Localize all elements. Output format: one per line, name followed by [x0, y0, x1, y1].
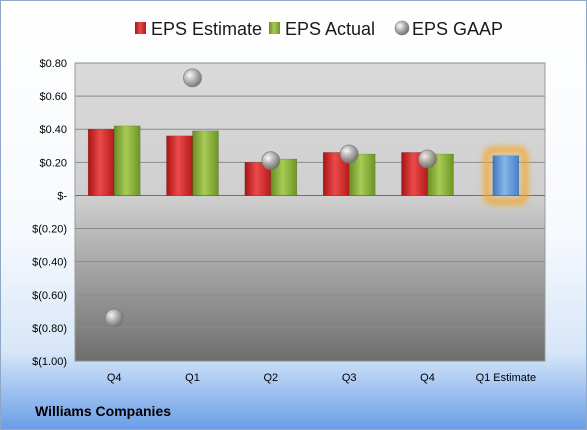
- estimate-bar: [166, 135, 193, 196]
- actual-bar: [192, 130, 219, 196]
- chart-legend: EPS Estimate EPS Actual EPS GAAP: [135, 19, 503, 39]
- x-tick-label: Q4: [107, 372, 122, 384]
- x-tick-label: Q3: [342, 372, 357, 384]
- y-tick-label: $(0.60): [32, 290, 67, 302]
- estimate-bar: [87, 128, 115, 196]
- legend-swatch: [394, 20, 410, 36]
- x-tick-label: Q4: [420, 372, 435, 384]
- y-tick-label: $0.20: [39, 157, 67, 169]
- gaap-point: [261, 151, 281, 171]
- gridlines: [75, 62, 545, 362]
- actual-bar: [113, 125, 141, 196]
- y-tick-label: $(1.00): [32, 356, 67, 368]
- gaap-point: [339, 144, 359, 164]
- gaap-points: [104, 68, 437, 328]
- x-tick-label: Q1: [185, 372, 200, 384]
- plot-area: [74, 62, 546, 362]
- company-name: Williams Companies: [35, 403, 172, 419]
- gaap-point: [418, 149, 437, 169]
- legend-label: EPS GAAP: [412, 19, 503, 39]
- gaap-point: [183, 68, 202, 88]
- gaap-point: [104, 308, 124, 328]
- q1-estimate-bar: [492, 155, 520, 196]
- legend-label: EPS Actual: [285, 19, 375, 39]
- bar-series: [87, 125, 529, 205]
- legend-swatch: [269, 22, 280, 34]
- y-tick-label: $0.80: [39, 58, 67, 70]
- legend-label: EPS Estimate: [151, 19, 262, 39]
- actual-bar: [270, 158, 298, 196]
- estimate-highlight: [483, 146, 529, 205]
- y-tick-label: $(0.40): [32, 257, 67, 269]
- y-tick-label: $(0.80): [32, 323, 67, 335]
- x-axis: Q4 Q1 Q2 Q3 Q4 Q1 Estimate: [107, 372, 536, 384]
- y-tick-label: $0.60: [39, 91, 67, 103]
- legend-swatch: [135, 22, 146, 34]
- y-axis: $0.80 $0.60 $0.40 $0.20 $- $(0.20) $(0.40) $(0.…: [32, 58, 67, 368]
- y-tick-label: $-: [57, 190, 67, 202]
- x-tick-label: Q2: [263, 372, 278, 384]
- y-tick-label: $0.40: [39, 124, 67, 136]
- x-tick-label: Q1 Estimate: [476, 372, 537, 384]
- y-tick-label: $(0.20): [32, 224, 67, 236]
